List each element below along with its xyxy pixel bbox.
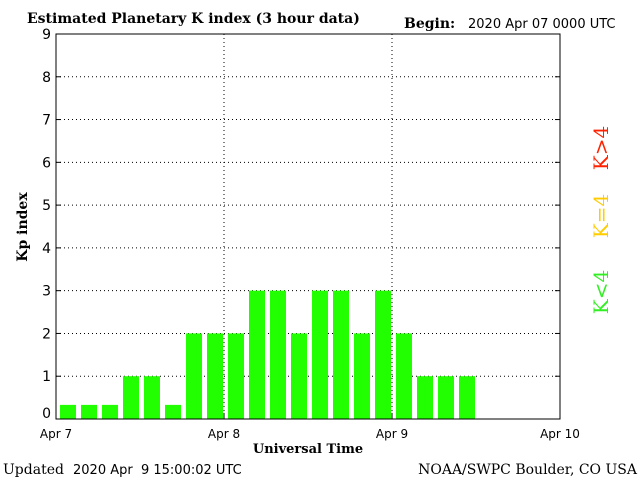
- kp-bar: [81, 404, 97, 419]
- kp-bar: [270, 290, 286, 419]
- begin-label: Begin:: [404, 16, 455, 32]
- kp-bar: [207, 333, 223, 419]
- kp-bar: [438, 376, 454, 419]
- y-tick-label: 0: [42, 406, 51, 422]
- y-tick-label: 8: [42, 70, 51, 86]
- kp-bar: [291, 333, 307, 419]
- kp-bar: [459, 376, 475, 419]
- begin-value: 2020 Apr 07 0000 UTC: [468, 17, 616, 32]
- x-axis-ticks: Apr 7 Apr 8 Apr 9 Apr 10: [40, 413, 580, 441]
- legend-label: K=4: [589, 194, 613, 238]
- x-tick-label: Apr 8: [208, 427, 240, 441]
- kp-bar: [60, 404, 76, 419]
- bars-group: [60, 290, 475, 419]
- kp-bar: [102, 404, 118, 419]
- y-axis-label: Kp index: [15, 192, 31, 262]
- y-tick-label: 7: [42, 113, 51, 129]
- kp-bar: [417, 376, 433, 419]
- kp-bar: [354, 333, 370, 419]
- kp-bar: [144, 376, 160, 419]
- plot-frame: [55, 33, 561, 420]
- x-tick-label: Apr 7: [40, 427, 72, 441]
- kp-bar: [375, 290, 391, 419]
- x-tick-label: Apr 10: [540, 427, 580, 441]
- y-tick-label: 1: [42, 369, 51, 385]
- kp-bar: [228, 333, 244, 419]
- y-tick-label: 5: [42, 198, 51, 214]
- y-tick-label: 2: [42, 326, 51, 342]
- x-tick-label: Apr 9: [376, 427, 408, 441]
- kp-bar: [396, 333, 412, 419]
- legend-label: K<4: [589, 270, 613, 314]
- y-axis-ticks: 0 1 2 3 4 5 6 7 8 9: [42, 27, 560, 422]
- kp-bar: [249, 290, 265, 419]
- chart-title: Estimated Planetary K index (3 hour data…: [27, 11, 360, 27]
- y-tick-label: 9: [42, 27, 51, 43]
- kp-bar: [312, 290, 328, 419]
- kp-bar: [165, 404, 181, 419]
- activity-legend: K<4 K=4 K>4: [589, 126, 613, 314]
- y-tick-label: 3: [42, 284, 51, 300]
- kp-bar: [186, 333, 202, 419]
- legend-label: K>4: [589, 126, 613, 170]
- y-tick-label: 4: [42, 241, 51, 257]
- updated-label: Updated: [3, 462, 64, 478]
- kp-bar: [333, 290, 349, 419]
- kp-bar: [123, 376, 139, 419]
- y-tick-label: 6: [42, 155, 51, 171]
- updated-value: 2020 Apr 9 15:00:02 UTC: [73, 463, 242, 478]
- x-axis-label: Universal Time: [253, 442, 363, 457]
- source-credit: NOAA/SWPC Boulder, CO USA: [418, 462, 638, 478]
- grid-lines: [56, 34, 560, 419]
